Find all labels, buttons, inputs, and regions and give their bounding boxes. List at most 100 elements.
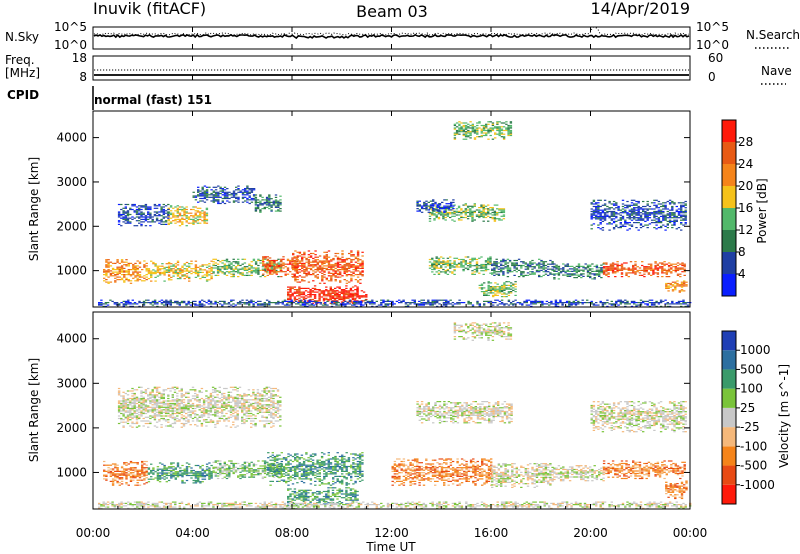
heatmap-cell [446, 214, 450, 216]
heatmap-cell [325, 298, 328, 301]
heatmap-cell [292, 302, 296, 304]
heatmap-cell [666, 217, 669, 219]
heatmap-cell [677, 208, 681, 210]
heatmap-cell [243, 302, 246, 304]
heatmap-cell [291, 261, 294, 263]
heatmap-cell [664, 219, 667, 221]
heatmap-cell [111, 479, 115, 481]
heatmap-cell [122, 221, 125, 223]
heatmap-cell [205, 195, 209, 197]
heatmap-cell [197, 270, 200, 272]
heatmap-cell [512, 287, 515, 289]
heatmap-cell [493, 219, 497, 221]
heatmap-cell [349, 290, 352, 292]
heatmap-cell [460, 126, 463, 128]
heatmap-cell [650, 274, 653, 276]
heatmap-cell [509, 292, 513, 294]
heatmap-cell [650, 264, 653, 267]
heatmap-cell [593, 270, 596, 272]
heatmap-cell [294, 256, 297, 258]
heatmap-cell [415, 304, 419, 306]
heatmap-cell [223, 197, 227, 200]
heatmap-cell [453, 128, 457, 130]
heatmap-cell [630, 224, 634, 226]
heatmap-cell [183, 300, 186, 302]
heatmap-cell [615, 302, 618, 304]
heatmap-cell [336, 266, 340, 268]
heatmap-cell [123, 470, 126, 472]
heatmap-cell [442, 271, 445, 273]
heatmap-cell [638, 267, 642, 269]
heatmap-cell [562, 269, 565, 271]
heatmap-cell [521, 304, 524, 306]
heatmap-cell [183, 207, 186, 209]
heatmap-cell [217, 201, 220, 203]
heatmap-cell [150, 270, 153, 272]
heatmap-cell [598, 269, 601, 271]
heatmap-cell [176, 473, 180, 475]
heatmap-cell [607, 268, 610, 270]
heatmap-cell [590, 218, 593, 220]
heatmap-cell [303, 252, 306, 255]
heatmap-cell [466, 265, 470, 267]
heatmap-cell [531, 263, 534, 265]
heatmap-cell [500, 271, 503, 273]
heatmap-cell [174, 270, 177, 272]
heatmap-cell [172, 462, 175, 464]
heatmap-cell [147, 472, 151, 474]
heatmap-cell [133, 303, 137, 305]
heatmap-cell [362, 304, 365, 306]
heatmap-cell [170, 462, 173, 464]
heatmap-cell [354, 297, 357, 299]
heatmap-cell [103, 464, 106, 466]
heatmap-cell [160, 211, 163, 213]
heatmap-cell [134, 474, 137, 476]
heatmap-cell [484, 205, 488, 207]
heatmap-cell [104, 302, 108, 304]
heatmap-cell [256, 205, 260, 207]
heatmap-cell [659, 220, 663, 222]
heatmap-cell [103, 474, 106, 476]
heatmap-cell [591, 263, 594, 265]
heatmap-cell [321, 277, 324, 279]
heatmap-cell [615, 202, 618, 204]
heatmap-cell [152, 473, 155, 475]
heatmap-cell [599, 223, 602, 225]
heatmap-cell [181, 464, 184, 467]
heatmap-cell [272, 263, 276, 265]
heatmap-cell [265, 203, 269, 205]
heatmap-cell [685, 285, 688, 287]
heatmap-cell [160, 220, 163, 222]
heatmap-cell [356, 274, 360, 276]
heatmap-cell [307, 294, 310, 296]
heatmap-cell [471, 258, 474, 261]
heatmap-cell [259, 259, 262, 262]
heatmap-cell [618, 268, 621, 270]
heatmap-cell [203, 197, 207, 200]
heatmap-cell [176, 215, 179, 217]
heatmap-cell [286, 304, 289, 306]
heatmap-cell [134, 467, 137, 469]
heatmap-cell [343, 296, 346, 298]
heatmap-cell [126, 210, 130, 212]
heatmap-cell [505, 121, 508, 123]
heatmap-cell [498, 127, 501, 129]
heatmap-cell [254, 204, 258, 206]
heatmap-cell [416, 201, 419, 203]
heatmap-cell [599, 222, 602, 224]
heatmap-cell [292, 254, 295, 256]
heatmap-cell [590, 217, 593, 219]
heatmap-cell [318, 300, 321, 302]
heatmap-cell [542, 262, 545, 264]
heatmap-cell [134, 267, 137, 269]
heatmap-cell [327, 275, 331, 277]
heatmap-cell [225, 267, 229, 269]
heatmap-cell [181, 473, 184, 475]
heatmap-cell [103, 470, 106, 472]
heatmap-cell [471, 305, 475, 307]
heatmap-cell [497, 266, 501, 268]
heatmap-cell [513, 266, 516, 268]
heatmap-cell [609, 269, 613, 271]
heatmap-cell [305, 259, 308, 261]
heatmap-cell [496, 294, 499, 296]
